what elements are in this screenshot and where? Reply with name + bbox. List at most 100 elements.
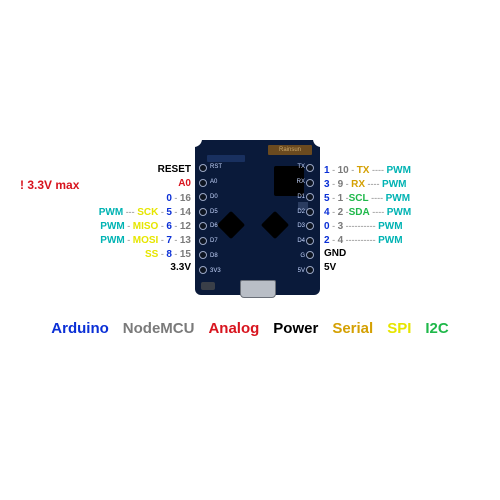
silkscreen-left: RSTA0D0D5D6D7D83V3	[210, 164, 222, 274]
pin-hole	[199, 237, 207, 245]
pin-hole	[306, 164, 314, 172]
board-corner-notch	[313, 139, 321, 147]
legend-serial: Serial	[332, 320, 373, 337]
pin-label-analog: A0	[178, 178, 191, 189]
pin-row: 2 - 4 ---------- PWM	[320, 234, 500, 246]
pin-label-pwm: PWM	[386, 165, 410, 176]
pin-hole	[199, 222, 207, 230]
pin-label-nodemcu: 15	[180, 249, 191, 260]
pin-label-i2c: SDA	[349, 207, 370, 218]
separator: -	[330, 193, 338, 203]
pin-hole	[306, 193, 314, 201]
pin-label-pwm: PWM	[387, 207, 411, 218]
pin-label-serial: TX	[357, 165, 370, 176]
pin-label-nodemcu: 12	[180, 221, 191, 232]
pin-label-spi: MISO	[133, 221, 159, 232]
legend-analog: Analog	[208, 320, 259, 337]
separator: -	[125, 221, 133, 231]
antenna-label: Rainsun	[268, 145, 312, 155]
pin-row: 3.3V	[0, 262, 195, 274]
pin-hole	[306, 237, 314, 245]
silk-label: D3	[297, 223, 305, 229]
legend-arduino: Arduino	[51, 320, 109, 337]
silk-label: D5	[210, 209, 222, 215]
micro-usb-port	[240, 280, 276, 298]
separator: ----	[370, 207, 387, 217]
pin-row: 3 - 9 - RX ---- PWM	[320, 178, 500, 190]
pin-hole	[199, 266, 207, 274]
pin-label-power: 3.3V	[170, 262, 191, 273]
board-corner-notch	[194, 139, 202, 147]
silk-label: D4	[297, 238, 305, 244]
pin-label-spi: SCK	[137, 207, 158, 218]
separator: ---	[123, 207, 137, 217]
pin-label-spi: SS	[145, 249, 158, 260]
silk-label: D1	[297, 194, 305, 200]
color-legend: ArduinoNodeMCUAnalogPowerSerialSPII2C	[0, 320, 500, 337]
silkscreen-right: TXRXD1D2D3D4G5V	[297, 164, 305, 274]
separator: -	[330, 221, 338, 231]
separator: -	[172, 235, 180, 245]
separator: -	[349, 165, 357, 175]
separator: -	[172, 221, 180, 231]
pin-hole	[306, 222, 314, 230]
pin-row: PWM --- SCK - 5 - 14	[0, 206, 195, 218]
legend-power: Power	[273, 320, 318, 337]
legend-nodemcu: NodeMCU	[123, 320, 195, 337]
separator: -	[125, 235, 133, 245]
pin-label-pwm: PWM	[378, 221, 402, 232]
separator: -	[172, 207, 180, 217]
pin-label-pwm: PWM	[378, 235, 402, 246]
silk-label: D2	[297, 209, 305, 215]
pin-hole	[199, 164, 207, 172]
pin-hole	[306, 179, 314, 187]
silk-label: RST	[210, 164, 222, 170]
pin-row: RESET	[0, 164, 195, 176]
pin-header-right	[306, 164, 316, 274]
separator: -	[330, 235, 338, 245]
pin-label-i2c: SCL	[349, 193, 369, 204]
pin-row: 0 - 3 ---------- PWM	[320, 220, 500, 232]
pin-label-power: RESET	[158, 164, 191, 175]
pin-hole	[306, 208, 314, 216]
silk-label: A0	[210, 179, 222, 185]
pin-label-pwm: PWM	[386, 193, 410, 204]
silk-label: TX	[297, 164, 305, 170]
pin-label-pwm: PWM	[382, 179, 406, 190]
pin-label-nodemcu: 14	[180, 207, 191, 218]
pin-label-power: 5V	[324, 262, 336, 273]
pin-hole	[199, 193, 207, 201]
separator: ----------	[343, 221, 378, 231]
pin-label-spi: MOSI	[133, 235, 159, 246]
separator: -	[172, 193, 180, 203]
legend-i2c: I2C	[425, 320, 448, 337]
pin-row: PWM - MOSI - 7 - 13	[0, 234, 195, 246]
reset-button	[201, 282, 215, 290]
pin-label-power: GND	[324, 248, 346, 259]
pin-row: 4 - 2 -SDA ---- PWM	[320, 206, 500, 218]
silk-label: 3V3	[210, 268, 222, 274]
pin-row: 0 - 16	[0, 192, 195, 204]
pin-label-nodemcu: 13	[180, 235, 191, 246]
pin-label-nodemcu: 10	[338, 165, 349, 176]
pin-hole	[306, 266, 314, 274]
microcontroller-board: Rainsun RSTA0D0D5D6D7D83V3 TXRXD1D2D3D4G…	[195, 140, 320, 295]
pin-label-pwm: PWM	[100, 221, 124, 232]
pin-hole	[199, 208, 207, 216]
separator: ----------	[343, 235, 378, 245]
pinout-diagram: Rainsun RSTA0D0D5D6D7D83V3 TXRXD1D2D3D4G…	[0, 0, 500, 500]
pin-hole	[199, 179, 207, 187]
pin-label-nodemcu: 16	[180, 193, 191, 204]
pin-label-pwm: PWM	[100, 235, 124, 246]
pin-label-pwm: PWM	[99, 207, 123, 218]
separator: ----	[369, 165, 386, 175]
pin-row: 5V	[320, 262, 500, 274]
silk-label: D7	[210, 238, 222, 244]
silk-label: D8	[210, 253, 222, 259]
silk-label: D0	[210, 194, 222, 200]
separator: ----	[369, 193, 386, 203]
silk-label: RX	[297, 179, 305, 185]
pin-hole	[306, 251, 314, 259]
pin-row: PWM - MISO - 6 - 12	[0, 220, 195, 232]
pin-row: 1 - 10 - TX ---- PWM	[320, 164, 500, 176]
